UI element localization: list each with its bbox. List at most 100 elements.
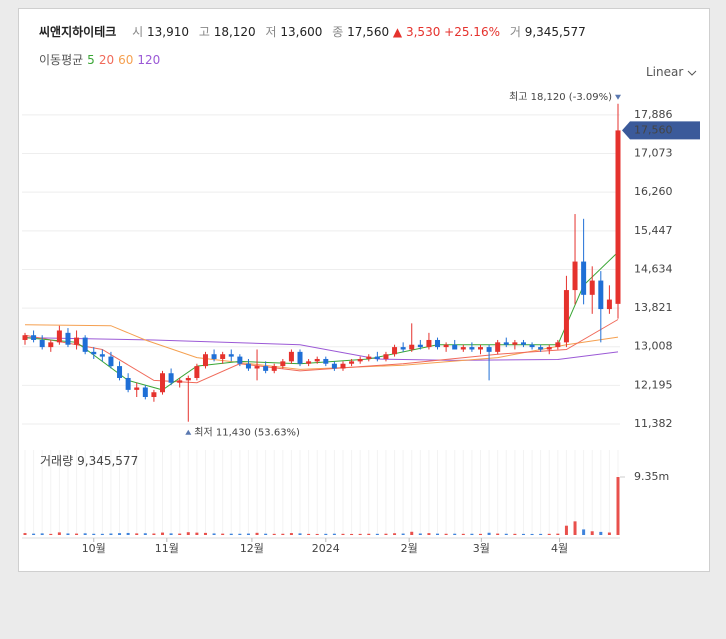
volume-bar bbox=[178, 533, 182, 535]
volume-bar bbox=[32, 533, 36, 535]
volume-bar bbox=[530, 533, 534, 535]
candle-body bbox=[323, 358, 329, 364]
volume-bar bbox=[83, 533, 87, 535]
change-percent: +25.16% bbox=[444, 25, 500, 39]
x-tick-label: 11월 bbox=[155, 542, 179, 555]
candle-body bbox=[512, 342, 518, 345]
volume-bar bbox=[92, 533, 96, 535]
volume-bar bbox=[564, 525, 568, 535]
volume-bar bbox=[298, 533, 302, 535]
scale-menu[interactable]: Linear bbox=[646, 65, 697, 79]
candle-body bbox=[409, 344, 415, 350]
volume-bar bbox=[487, 532, 491, 535]
candle-body bbox=[615, 130, 621, 304]
x-tick-label: 12월 bbox=[240, 542, 264, 555]
candle-body bbox=[288, 351, 294, 362]
volume-bar bbox=[513, 533, 517, 535]
candle-body bbox=[314, 358, 320, 362]
candle-body bbox=[452, 344, 458, 350]
volume-bar bbox=[444, 533, 448, 535]
candle-body bbox=[177, 380, 183, 383]
candle-body bbox=[606, 299, 612, 310]
candle-body bbox=[495, 342, 501, 352]
volume-bar bbox=[49, 533, 53, 535]
volume-bar bbox=[307, 533, 311, 535]
volume-bar bbox=[599, 531, 603, 535]
volume-bar bbox=[66, 533, 70, 535]
low-label: 저 bbox=[265, 25, 277, 39]
volume-bar bbox=[203, 532, 207, 535]
volume-bar bbox=[221, 533, 225, 535]
candle-body bbox=[486, 347, 492, 352]
chevron bbox=[687, 70, 697, 76]
candle-body bbox=[546, 347, 552, 350]
volume-bar bbox=[143, 533, 147, 535]
volume-bar bbox=[393, 533, 397, 535]
volume-value: 9,345,577 bbox=[524, 25, 586, 39]
volume-bar bbox=[582, 529, 586, 535]
candle-body bbox=[117, 366, 123, 378]
candle-body bbox=[142, 387, 148, 397]
candle-body bbox=[538, 347, 544, 350]
x-tick-label: 2월 bbox=[401, 542, 418, 555]
volume-bar bbox=[100, 533, 104, 535]
volume-bar bbox=[556, 533, 560, 535]
y-tick-label: 12,195 bbox=[634, 378, 673, 391]
candle-body bbox=[185, 377, 191, 381]
volume-bar bbox=[315, 533, 319, 535]
candle-body bbox=[91, 351, 97, 355]
low-value: 13,600 bbox=[280, 25, 323, 39]
ma-legend: 이동평균 5 20 60 120 bbox=[39, 51, 164, 68]
last-price-label: 17,560 bbox=[634, 123, 673, 136]
volume-bar bbox=[109, 533, 113, 535]
last-price-box bbox=[622, 121, 700, 140]
volume-bar bbox=[324, 533, 328, 535]
candle-body bbox=[48, 342, 54, 348]
candle-body bbox=[254, 366, 260, 369]
volume-bar bbox=[212, 533, 216, 535]
candle-body bbox=[374, 356, 380, 359]
open-label: 시 bbox=[132, 25, 144, 39]
volume-bar bbox=[169, 533, 173, 535]
volume-bar bbox=[246, 533, 250, 535]
low-annotation: 최저 11,430 (53.63%) bbox=[194, 427, 300, 439]
candle-body bbox=[237, 356, 243, 364]
candle-body bbox=[435, 339, 441, 348]
ma-legend-entry: 5 bbox=[87, 53, 95, 67]
candle-body bbox=[56, 330, 62, 343]
scale-menu-label[interactable]: Linear bbox=[646, 65, 684, 79]
quote-header: 씨앤지하이테크 시 13,910 고 18,120 저 13,600 종 17,… bbox=[39, 23, 586, 40]
candle-body bbox=[65, 332, 71, 345]
candle-body bbox=[271, 366, 277, 371]
volume-value-label: 9,345,577 bbox=[77, 454, 138, 468]
high-annotation: 최고 18,120 (-3.09%) bbox=[509, 91, 612, 103]
y-tick-label: 13,008 bbox=[634, 340, 673, 353]
candle-body bbox=[151, 392, 157, 397]
volume-bar bbox=[504, 533, 508, 535]
volume-bar bbox=[341, 533, 345, 535]
volume-bar bbox=[350, 533, 354, 535]
volume-bar bbox=[418, 533, 422, 535]
candle-body bbox=[297, 351, 303, 364]
y-tick-label: 11,382 bbox=[634, 417, 673, 430]
candle-body bbox=[331, 363, 337, 369]
volume-bar bbox=[238, 533, 242, 535]
candle-body bbox=[134, 387, 140, 390]
ma-legend-entry: 120 bbox=[137, 53, 161, 67]
change-arrow: ▲ bbox=[392, 25, 403, 39]
volume-bar bbox=[470, 533, 474, 535]
volume-bar bbox=[126, 532, 130, 535]
candle-body bbox=[245, 363, 251, 369]
volume-bar bbox=[358, 533, 362, 535]
close-value: 17,560 bbox=[347, 25, 390, 39]
volume-bar bbox=[367, 533, 371, 535]
volume-bar bbox=[436, 533, 440, 535]
volume-bar bbox=[453, 533, 457, 535]
open-value: 13,910 bbox=[146, 25, 189, 39]
candle-body bbox=[400, 347, 406, 350]
volume-bar bbox=[539, 533, 543, 535]
candle-body bbox=[503, 342, 509, 345]
candle-body bbox=[460, 347, 466, 350]
y-tick-label: 17,073 bbox=[634, 147, 673, 160]
